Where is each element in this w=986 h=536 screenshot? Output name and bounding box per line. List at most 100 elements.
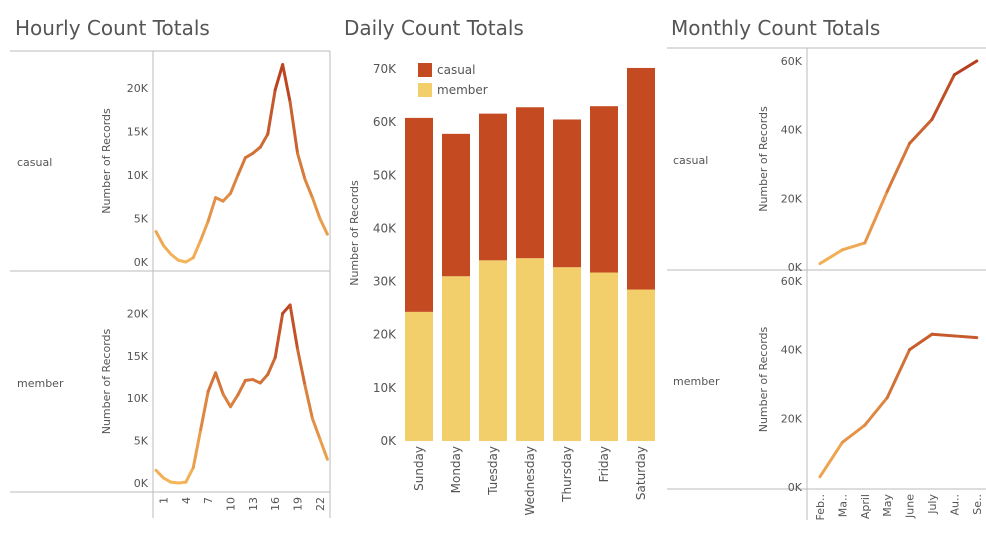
hourly-member-line-segment	[273, 311, 285, 360]
hourly-y-tick-label: 15K	[127, 350, 149, 363]
daily-x-tick-label: Friday	[597, 446, 611, 482]
hourly-casual-line-segment	[296, 151, 307, 181]
monthly-casual-line-segment	[930, 73, 956, 121]
daily-y-tick-label: 40K	[373, 221, 397, 235]
hourly-y-axis-title: Number of Records	[100, 328, 113, 434]
daily-member-bar	[405, 311, 433, 441]
monthly-x-tick-label: July	[926, 494, 939, 515]
daily-member-bar	[627, 289, 655, 441]
hourly-member-line-segment	[191, 428, 203, 470]
hourly-member-line-segment	[206, 371, 218, 393]
hourly-casual-line-segment	[161, 243, 173, 256]
hourly-casual-line-segment	[303, 177, 314, 200]
hourly-casual-line-segment	[191, 238, 203, 260]
daily-casual-bar	[405, 117, 433, 312]
hourly-member-line-segment	[303, 384, 314, 421]
hourly-x-tick-label: 19	[292, 497, 305, 511]
monthly-x-tick-label: Ma..	[836, 494, 849, 517]
hourly-x-tick-label: 1	[157, 497, 170, 504]
hourly-member-line-segment	[221, 392, 232, 409]
hourly-y-tick-label: 15K	[127, 126, 149, 139]
daily-y-tick-label: 30K	[373, 275, 397, 289]
hourly-row-label: member	[17, 377, 64, 390]
monthly-casual-line-segment	[840, 241, 867, 252]
daily-legend-label-member: member	[437, 83, 488, 97]
hourly-casual-line-segment	[154, 230, 165, 247]
daily-x-tick-label: Sunday	[412, 446, 426, 491]
hourly-y-tick-label: 20K	[127, 82, 149, 95]
monthly-x-tick-label: May	[881, 494, 894, 517]
monthly-row-label: member	[673, 375, 720, 388]
hourly-member-line-segment	[310, 417, 322, 441]
hourly-casual-line-segment	[206, 196, 218, 223]
monthly-chart-title: Monthly Count Totals	[671, 16, 881, 40]
daily-casual-bar	[479, 113, 507, 261]
hourly-member-line-segment	[258, 372, 270, 385]
hourly-casual-line-segment	[288, 100, 300, 155]
daily-casual-bar	[442, 133, 470, 277]
monthly-y-tick-label: 40K	[781, 124, 803, 137]
monthly-y-axis-title: Number of Records	[757, 326, 770, 432]
hourly-casual-line-segment	[221, 191, 232, 203]
hourly-member-line-segment	[199, 389, 210, 432]
hourly-x-tick-label: 10	[225, 497, 238, 511]
hourly-member-line-segment	[229, 393, 240, 409]
hourly-casual-line-segment	[236, 156, 247, 177]
monthly-member-line-segment	[885, 348, 912, 400]
hourly-y-tick-label: 5K	[134, 435, 149, 448]
hourly-casual-line-segment	[251, 145, 262, 155]
hourly-x-tick-label: 22	[314, 497, 327, 511]
monthly-y-tick-label: 20K	[781, 412, 803, 425]
hourly-casual-line-segment	[229, 173, 240, 195]
monthly-member-line-segment	[930, 332, 956, 338]
hourly-member-line-segment	[288, 303, 300, 351]
monthly-member-line-segment	[818, 440, 844, 479]
hourly-casual-line-segment	[281, 63, 292, 104]
hourly-member-line-segment	[154, 468, 165, 480]
daily-y-tick-label: 60K	[373, 115, 397, 129]
daily-y-tick-label: 20K	[373, 328, 397, 342]
daily-y-tick-label: 50K	[373, 168, 397, 182]
daily-legend-swatch-member	[418, 83, 432, 97]
daily-x-tick-label: Tuesday	[486, 446, 500, 496]
daily-legend-label-casual: casual	[437, 63, 476, 77]
daily-member-bar	[553, 267, 581, 441]
monthly-x-tick-label: April	[859, 494, 872, 519]
daily-casual-bar	[553, 119, 581, 268]
daily-y-tick-label: 0K	[380, 434, 397, 448]
monthly-x-tick-label: Se..	[971, 494, 984, 515]
monthly-casual-line-segment	[863, 189, 889, 245]
daily-x-tick-label: Thursday	[560, 446, 574, 503]
daily-y-tick-label: 10K	[373, 381, 397, 395]
hourly-y-tick-label: 20K	[127, 307, 149, 320]
hourly-casual-line-segment	[199, 219, 210, 242]
daily-y-tick-label: 70K	[373, 62, 397, 76]
daily-casual-bar	[516, 107, 544, 259]
daily-casual-bar	[627, 67, 655, 290]
monthly-y-axis-title: Number of Records	[757, 106, 770, 212]
hourly-member-line-segment	[214, 371, 225, 396]
hourly-x-tick-label: 16	[269, 497, 282, 511]
monthly-member-line-segment	[908, 332, 934, 352]
hourly-y-tick-label: 10K	[127, 392, 149, 405]
daily-member-bar	[516, 258, 544, 441]
monthly-y-tick-label: 60K	[781, 55, 803, 68]
monthly-casual-line-segment	[885, 141, 912, 193]
hourly-x-tick-label: 13	[247, 497, 260, 511]
monthly-y-tick-label: 40K	[781, 344, 803, 357]
monthly-casual-line-segment	[952, 59, 979, 77]
daily-y-axis-title: Number of Records	[348, 180, 361, 286]
monthly-y-tick-label: 20K	[781, 192, 803, 205]
hourly-y-tick-label: 10K	[127, 169, 149, 182]
monthly-y-tick-label: 0K	[788, 261, 803, 274]
hourly-row-label: casual	[17, 156, 52, 169]
hourly-member-line-segment	[266, 356, 277, 376]
hourly-casual-line-segment	[318, 217, 329, 236]
monthly-y-tick-label: 60K	[781, 275, 803, 288]
monthly-y-tick-label: 0K	[788, 481, 803, 494]
monthly-member-line-segment	[840, 423, 867, 444]
hourly-y-tick-label: 5K	[134, 213, 149, 226]
